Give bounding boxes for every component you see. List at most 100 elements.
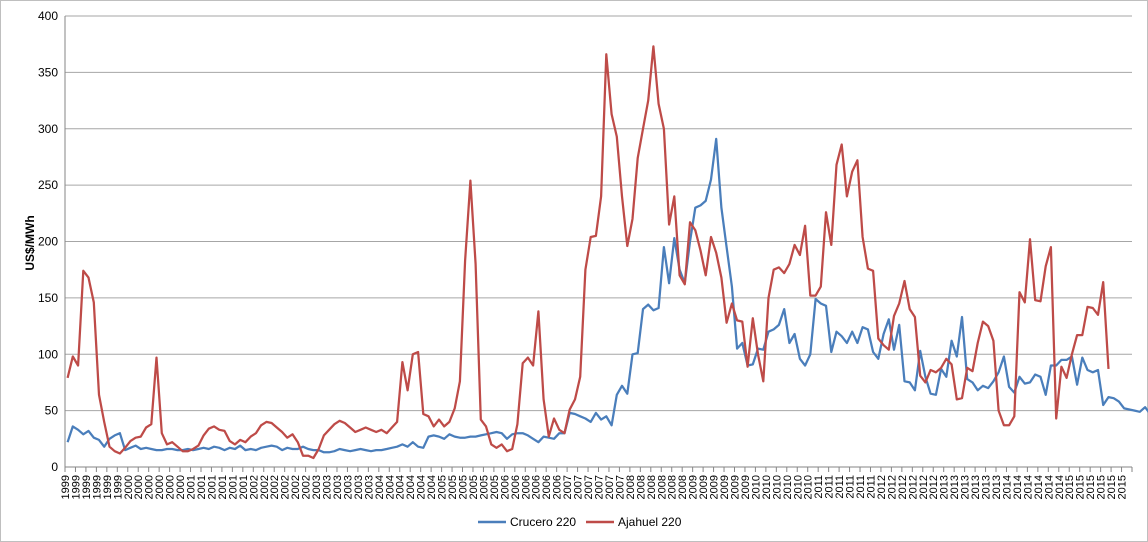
x-tick-label: 2012 bbox=[897, 475, 909, 499]
x-tick-label: 2014 bbox=[1043, 475, 1055, 499]
y-tick-label: 250 bbox=[38, 178, 58, 192]
x-tick-label: 2010 bbox=[782, 475, 794, 499]
x-tick-label: 2005 bbox=[468, 475, 480, 499]
x-tick-label: 2001 bbox=[196, 475, 208, 499]
x-tick-label: 1999 bbox=[70, 475, 82, 499]
x-tick-label: 2008 bbox=[646, 475, 658, 499]
legend: Crucero 220 Ajahuel 220 bbox=[478, 515, 682, 529]
x-tick-label: 2010 bbox=[792, 475, 804, 499]
x-tick-label: 2010 bbox=[803, 475, 815, 499]
x-tick-label: 2012 bbox=[876, 475, 888, 499]
x-tick-label: 2000 bbox=[175, 475, 187, 499]
y-tick-label: 300 bbox=[38, 122, 58, 136]
x-tick-label: 2003 bbox=[332, 475, 344, 499]
x-tick-label: 2006 bbox=[499, 475, 511, 499]
x-tick-label: 2002 bbox=[269, 475, 281, 499]
series-lines bbox=[66, 45, 1148, 460]
x-tick-label: 2000 bbox=[133, 475, 145, 499]
x-tick-label: 2003 bbox=[311, 475, 323, 499]
x-tick-label: 2004 bbox=[374, 475, 386, 499]
x-axis-ticks: 1999199919991999199919992000200020002000… bbox=[60, 467, 1133, 499]
x-tick-label: 2013 bbox=[981, 475, 993, 499]
x-tick-label: 1999 bbox=[91, 475, 103, 499]
x-tick-label: 2005 bbox=[447, 475, 459, 499]
x-tick-label: 2010 bbox=[771, 475, 783, 499]
x-tick-label: 2002 bbox=[248, 475, 260, 499]
series-line-crucero-220 bbox=[66, 137, 1148, 454]
x-tick-label: 2004 bbox=[426, 475, 438, 499]
x-tick-label: 2000 bbox=[144, 475, 156, 499]
x-tick-label: 2003 bbox=[363, 475, 375, 499]
x-tick-label: 2014 bbox=[1054, 475, 1066, 499]
y-tick-label: 50 bbox=[45, 404, 59, 418]
x-tick-label: 2013 bbox=[970, 475, 982, 499]
x-tick-label: 2011 bbox=[845, 475, 857, 499]
x-tick-label: 2001 bbox=[227, 475, 239, 499]
x-tick-label: 2014 bbox=[1022, 475, 1034, 499]
x-tick-label: 2009 bbox=[729, 475, 741, 499]
x-tick-label: 2015 bbox=[1096, 475, 1108, 499]
x-tick-label: 2000 bbox=[123, 475, 135, 499]
x-tick-label: 2004 bbox=[395, 475, 407, 499]
x-tick-label: 2013 bbox=[991, 475, 1003, 499]
y-axis-ticks: 0 50 100 150 200 250 300 350 400 bbox=[38, 9, 58, 474]
x-tick-label: 2009 bbox=[698, 475, 710, 499]
x-tick-label: 2008 bbox=[667, 475, 679, 499]
y-axis-label: US$/MWh bbox=[23, 215, 37, 270]
y-tick-label: 200 bbox=[38, 235, 58, 249]
x-tick-label: 2006 bbox=[520, 475, 532, 499]
x-tick-label: 2005 bbox=[437, 475, 449, 499]
x-tick-label: 2008 bbox=[635, 475, 647, 499]
x-tick-label: 2008 bbox=[677, 475, 689, 499]
x-tick-label: 2009 bbox=[688, 475, 700, 499]
x-tick-label: 2003 bbox=[353, 475, 365, 499]
x-tick-label: 1999 bbox=[102, 475, 114, 499]
x-tick-label: 2014 bbox=[1001, 475, 1013, 499]
x-tick-label: 2013 bbox=[960, 475, 972, 499]
x-tick-label: 1999 bbox=[112, 475, 124, 499]
x-tick-label: 2012 bbox=[907, 475, 919, 499]
x-tick-label: 2015 bbox=[1064, 475, 1076, 499]
x-tick-label: 2000 bbox=[165, 475, 177, 499]
x-tick-label: 2011 bbox=[855, 475, 867, 499]
x-tick-label: 2006 bbox=[541, 475, 553, 499]
x-tick-label: 2008 bbox=[656, 475, 668, 499]
x-tick-label: 2003 bbox=[322, 475, 334, 499]
x-tick-label: 2009 bbox=[709, 475, 721, 499]
x-tick-label: 2011 bbox=[834, 475, 846, 499]
x-tick-label: 2007 bbox=[594, 475, 606, 499]
x-tick-label: 2011 bbox=[865, 475, 877, 499]
x-tick-label: 2007 bbox=[573, 475, 585, 499]
x-tick-label: 2009 bbox=[740, 475, 752, 499]
x-tick-label: 2015 bbox=[1106, 475, 1118, 499]
x-tick-label: 2015 bbox=[1075, 475, 1087, 499]
x-tick-label: 2012 bbox=[918, 475, 930, 499]
legend-label: Ajahuel 220 bbox=[618, 515, 682, 529]
x-tick-label: 2014 bbox=[1033, 475, 1045, 499]
x-tick-label: 2005 bbox=[489, 475, 501, 499]
series-line-ajahuel-220 bbox=[66, 45, 1110, 460]
y-tick-label: 150 bbox=[38, 291, 58, 305]
x-tick-label: 2012 bbox=[886, 475, 898, 499]
x-tick-label: 1999 bbox=[60, 475, 72, 499]
x-tick-label: 2004 bbox=[384, 475, 396, 499]
x-tick-label: 2014 bbox=[1012, 475, 1024, 499]
x-tick-label: 2002 bbox=[290, 475, 302, 499]
x-tick-label: 2007 bbox=[604, 475, 616, 499]
y-tick-label: 100 bbox=[38, 347, 58, 361]
x-tick-label: 2011 bbox=[813, 475, 825, 499]
x-tick-label: 2001 bbox=[206, 475, 218, 499]
x-tick-label: 2010 bbox=[761, 475, 773, 499]
legend-label: Crucero 220 bbox=[510, 515, 576, 529]
x-tick-label: 2001 bbox=[217, 475, 229, 499]
x-tick-label: 1999 bbox=[81, 475, 93, 499]
x-tick-label: 2006 bbox=[510, 475, 522, 499]
y-tick-label: 0 bbox=[51, 460, 58, 474]
x-tick-label: 2000 bbox=[154, 475, 166, 499]
x-tick-label: 2006 bbox=[531, 475, 543, 499]
x-tick-label: 2015 bbox=[1085, 475, 1097, 499]
x-tick-label: 2006 bbox=[552, 475, 564, 499]
x-tick-label: 2007 bbox=[583, 475, 595, 499]
